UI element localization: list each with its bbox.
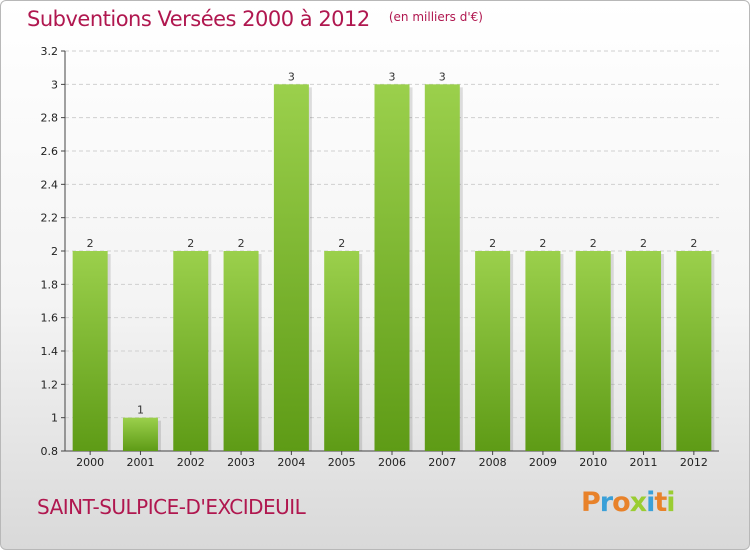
bar: [223, 251, 259, 451]
bar: [626, 251, 662, 451]
bar: [475, 251, 511, 451]
x-tick-label: 2011: [630, 456, 658, 469]
x-tick-label: 2008: [479, 456, 507, 469]
data-label: 2: [87, 237, 94, 250]
proxiti-logo: Proxiti: [581, 487, 676, 518]
logo-letter: i: [666, 487, 675, 518]
unit-label: (en milliers d'€): [388, 10, 483, 24]
data-label: 3: [288, 70, 295, 83]
y-tick-label: 3: [51, 78, 58, 91]
bar: [173, 251, 209, 451]
title-row: Subventions Versées 2000 à 2012 (en mill…: [27, 7, 483, 31]
data-label: 2: [489, 237, 496, 250]
y-tick-label: 2.6: [41, 145, 59, 158]
logo-letter: t: [654, 487, 667, 518]
logo-letter: x: [629, 487, 647, 518]
y-tick-label: 2.4: [41, 178, 59, 191]
y-tick-label: 1.8: [41, 278, 59, 291]
y-tick-label: 1.2: [41, 378, 59, 391]
x-tick-label: 2000: [76, 456, 104, 469]
bar: [374, 84, 410, 451]
bar: [676, 251, 712, 451]
x-tick-label: 2005: [328, 456, 356, 469]
y-tick-label: 3.2: [41, 45, 59, 58]
bar: [324, 251, 360, 451]
logo-letter: r: [599, 487, 613, 518]
bar: [525, 251, 561, 451]
bar: [72, 251, 108, 451]
data-label: 3: [439, 70, 446, 83]
y-tick-label: 1.6: [41, 312, 59, 325]
x-tick-label: 2003: [227, 456, 255, 469]
bar: [424, 84, 460, 451]
x-tick-label: 2012: [680, 456, 708, 469]
data-label: 3: [389, 70, 396, 83]
data-label: 2: [539, 237, 546, 250]
data-label: 2: [238, 237, 245, 250]
data-label: 2: [690, 237, 697, 250]
data-label: 2: [187, 237, 194, 250]
bar: [122, 417, 158, 451]
x-tick-label: 2004: [277, 456, 305, 469]
y-tick-label: 1: [51, 412, 58, 425]
y-tick-label: 2: [51, 245, 58, 258]
x-tick-label: 2009: [529, 456, 557, 469]
bar: [575, 251, 611, 451]
x-tick-label: 2007: [428, 456, 456, 469]
commune-name: SAINT-SULPICE-D'EXCIDEUIL: [37, 495, 306, 519]
y-tick-label: 1.4: [41, 345, 59, 358]
x-tick-label: 2006: [378, 456, 406, 469]
x-tick-label: 2001: [126, 456, 154, 469]
logo-letter: o: [612, 487, 631, 518]
data-label: 2: [640, 237, 647, 250]
bar: [273, 84, 309, 451]
data-label: 1: [137, 404, 144, 417]
y-tick-label: 2.2: [41, 212, 59, 225]
y-tick-label: 2.8: [41, 112, 59, 125]
chart-title: Subventions Versées 2000 à 2012: [27, 7, 370, 31]
data-label: 2: [338, 237, 345, 250]
x-tick-label: 2010: [579, 456, 607, 469]
logo-letter: P: [581, 487, 601, 518]
data-label: 2: [590, 237, 597, 250]
x-tick-label: 2002: [177, 456, 205, 469]
logo-letter: i: [646, 487, 655, 518]
y-tick-label: 0.8: [41, 445, 59, 458]
